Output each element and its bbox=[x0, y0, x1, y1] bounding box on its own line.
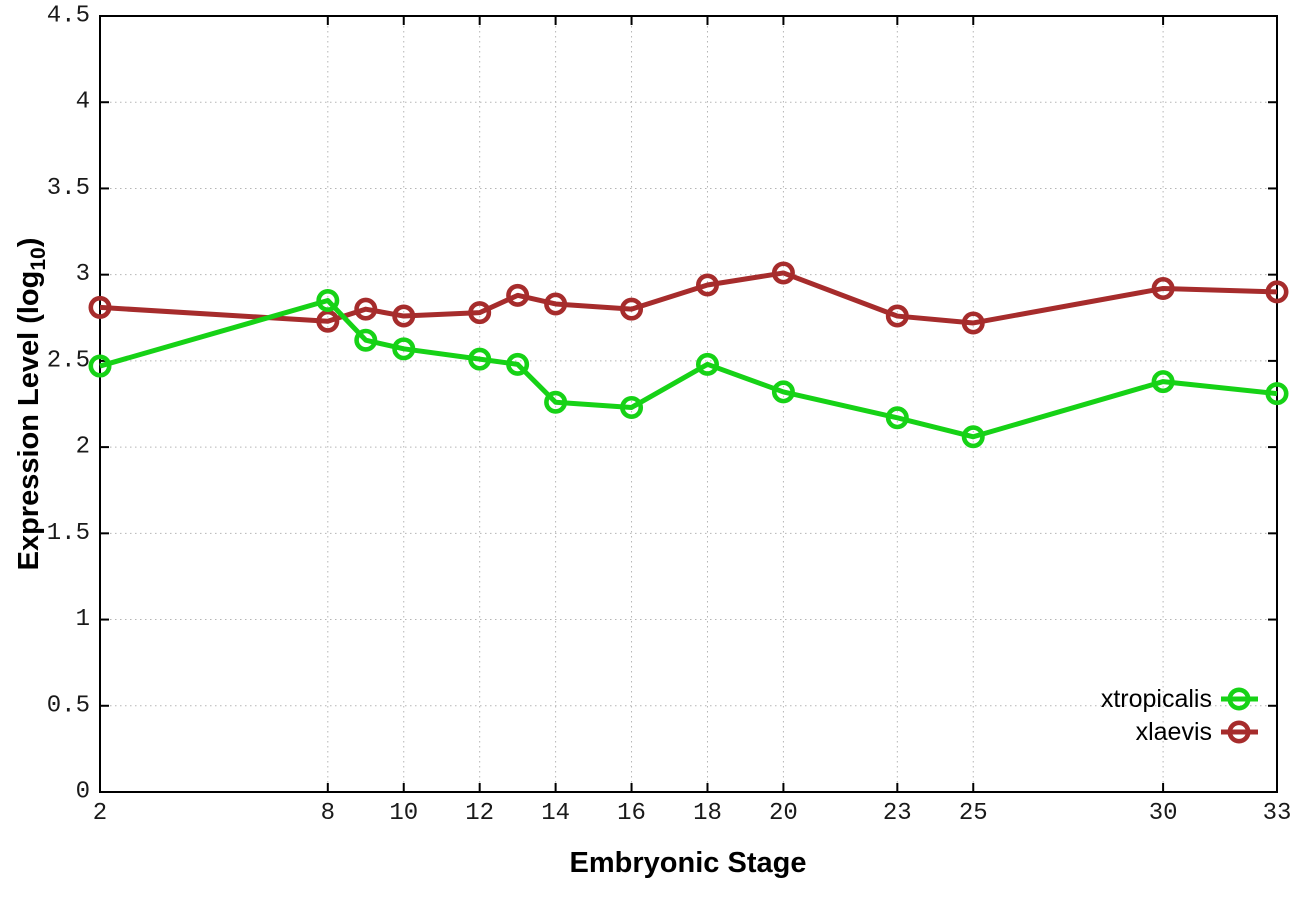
plot-border bbox=[99, 15, 1278, 793]
x-tick-label: 20 bbox=[769, 800, 798, 827]
y-tick-label: 2.5 bbox=[47, 347, 90, 374]
data-point-marker bbox=[88, 295, 112, 319]
legend-label: xlaevis bbox=[1136, 718, 1212, 746]
data-point-marker bbox=[1151, 276, 1175, 300]
data-point-marker bbox=[771, 380, 795, 404]
data-point-marker bbox=[544, 292, 568, 316]
data-point-marker bbox=[354, 328, 378, 352]
data-point-marker bbox=[620, 297, 644, 321]
data-point-marker bbox=[392, 337, 416, 361]
data-point-marker bbox=[961, 425, 985, 449]
data-point-marker bbox=[544, 390, 568, 414]
data-point-marker bbox=[468, 347, 492, 371]
data-point-marker bbox=[1265, 382, 1289, 406]
series-xtropicalis bbox=[88, 289, 1289, 449]
legend-sample-marker bbox=[1227, 687, 1251, 711]
x-tick-label: 14 bbox=[541, 800, 570, 827]
x-tick-label: 23 bbox=[883, 800, 912, 827]
tick-labels: 0 0.5 1 1.5 2 2.5 3 3.5 4 4.5 2 8 10 12 14 16 18 20 23 25 30… bbox=[47, 3, 1292, 828]
y-tick-label: 0 bbox=[76, 779, 90, 806]
data-point-marker bbox=[885, 304, 909, 328]
y-tick-label: 3.5 bbox=[47, 175, 90, 202]
x-axis-title: Embryonic Stage bbox=[570, 847, 807, 879]
y-tick-label: 3 bbox=[76, 261, 90, 288]
x-tick-label: 30 bbox=[1149, 800, 1178, 827]
x-tick-label: 2 bbox=[93, 800, 107, 827]
data-point-marker bbox=[392, 304, 416, 328]
data-point-marker bbox=[354, 297, 378, 321]
data-point-marker bbox=[885, 406, 909, 430]
plot-frame bbox=[99, 15, 1278, 793]
y-tick-label: 0.5 bbox=[47, 692, 90, 719]
data-point-marker bbox=[468, 301, 492, 325]
series-xlaevis bbox=[88, 261, 1289, 335]
data-point-marker bbox=[1265, 280, 1289, 304]
gridlines bbox=[100, 16, 1277, 792]
data-series bbox=[88, 261, 1289, 449]
x-tick-label: 18 bbox=[693, 800, 722, 827]
legend: xtropicalis xlaevis bbox=[1101, 685, 1258, 746]
legend-sample-marker bbox=[1227, 720, 1251, 744]
data-point-marker bbox=[1151, 370, 1175, 394]
y-tick-label: 4.5 bbox=[47, 3, 90, 30]
x-tick-label: 25 bbox=[959, 800, 988, 827]
data-point-marker bbox=[506, 283, 530, 307]
axis-ticks bbox=[99, 15, 1278, 793]
data-point-marker bbox=[506, 352, 530, 376]
data-point-marker bbox=[695, 273, 719, 297]
y-tick-label: 2 bbox=[76, 434, 90, 461]
legend-entry-xlaevis: xlaevis bbox=[1136, 718, 1258, 746]
x-tick-label: 33 bbox=[1263, 800, 1292, 827]
x-tick-label: 10 bbox=[389, 800, 418, 827]
y-tick-label: 1 bbox=[76, 606, 90, 633]
y-tick-label: 4 bbox=[76, 89, 90, 116]
data-point-marker bbox=[961, 311, 985, 335]
legend-label: xtropicalis bbox=[1101, 685, 1212, 713]
legend-entry-xtropicalis: xtropicalis bbox=[1101, 685, 1258, 713]
x-tick-label: 12 bbox=[465, 800, 494, 827]
data-point-marker bbox=[620, 395, 644, 419]
data-point-marker bbox=[316, 289, 340, 313]
data-point-marker bbox=[771, 261, 795, 285]
data-point-marker bbox=[88, 354, 112, 378]
data-point-marker bbox=[695, 352, 719, 376]
y-tick-label: 1.5 bbox=[47, 520, 90, 547]
x-tick-label: 8 bbox=[321, 800, 335, 827]
y-axis-title: Expression Level (log10) bbox=[13, 238, 50, 571]
series-line bbox=[99, 270, 1278, 326]
series-line bbox=[99, 298, 1278, 440]
x-tick-label: 16 bbox=[617, 800, 646, 827]
